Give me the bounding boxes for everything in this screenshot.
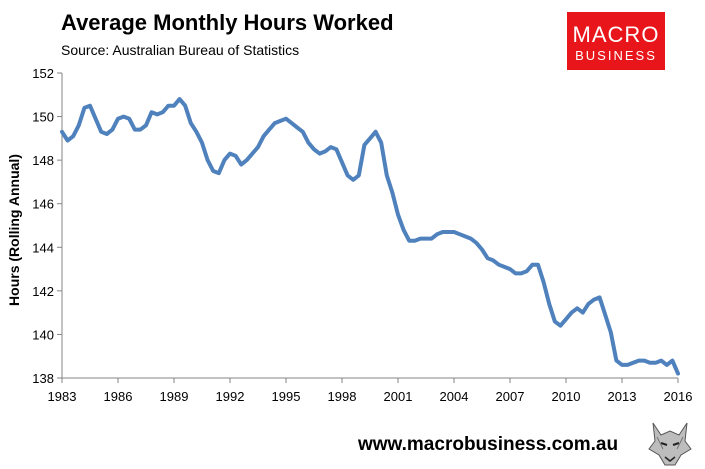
x-tick-label: 2007 — [496, 389, 525, 404]
x-tick-label: 2013 — [608, 389, 637, 404]
x-tick-label: 1995 — [272, 389, 301, 404]
x-tick-label: 1992 — [216, 389, 245, 404]
x-tick-label: 2016 — [664, 389, 693, 404]
macrobusiness-logo: MACRO BUSINESS — [567, 12, 665, 70]
y-axis-label: Hours (Rolling Annual) — [6, 154, 22, 306]
chart-subtitle: Source: Australian Bureau of Statistics — [61, 42, 300, 58]
wolf-icon — [643, 415, 697, 469]
x-tick-label: 2001 — [384, 389, 413, 404]
y-tick-label: 140 — [32, 327, 54, 342]
y-tick-label: 148 — [32, 153, 54, 168]
chart-title: Average Monthly Hours Worked — [61, 10, 394, 35]
x-tick-label: 2010 — [552, 389, 581, 404]
x-tick-label: 1998 — [328, 389, 357, 404]
y-tick-label: 138 — [32, 371, 54, 386]
footer-url[interactable]: www.macrobusiness.com.au — [358, 434, 619, 455]
logo-text-business: BUSINESS — [575, 48, 657, 63]
x-tick-label: 1983 — [48, 389, 77, 404]
y-tick-label: 150 — [32, 110, 54, 125]
x-tick-label: 1989 — [160, 389, 189, 404]
y-tick-label: 144 — [32, 240, 54, 255]
series-group — [60, 97, 680, 376]
x-tick-label: 1986 — [104, 389, 133, 404]
y-tick-label: 142 — [32, 284, 54, 299]
y-tick-label: 146 — [32, 197, 54, 212]
x-axis-ticks: 1983 1986 1989 1992 1995 1998 2001 2004 2007 2010… — [48, 378, 693, 404]
chart-axes — [61, 73, 678, 379]
y-axis-ticks: 138 140 142 144 146 148 150 152 — [32, 66, 62, 386]
y-tick-label: 152 — [32, 66, 54, 81]
logo-text-macro: MACRO — [572, 22, 660, 47]
series-line-0 — [60, 97, 680, 376]
x-tick-label: 2004 — [440, 389, 469, 404]
